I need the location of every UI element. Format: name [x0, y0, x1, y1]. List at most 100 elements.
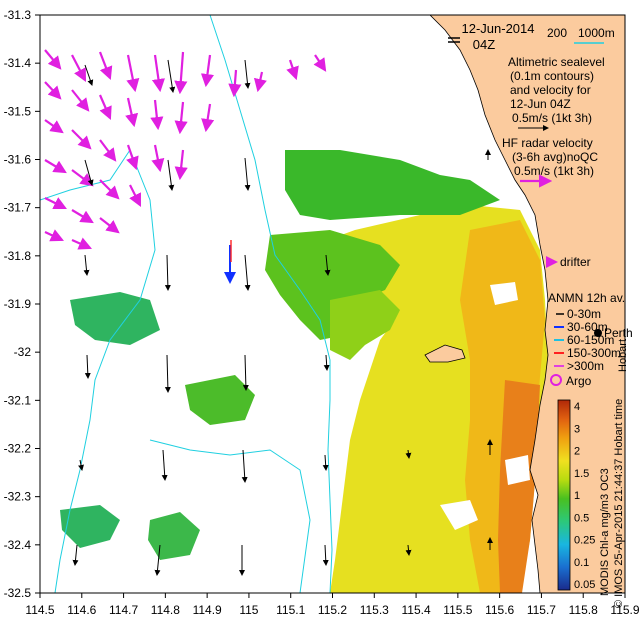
y-tick-label: -31.9 [4, 297, 32, 311]
alt-arrow [323, 354, 330, 371]
date-label: 12-Jun-2014 [462, 21, 535, 36]
x-tick-label: 115 [239, 603, 258, 617]
alt-arrow [244, 254, 251, 291]
bathy-label-200: 200 [547, 26, 567, 40]
hf-legend-line: (3-6h avg)noQC [512, 150, 598, 164]
hf-arrow [44, 229, 64, 242]
hf-arrow [71, 129, 92, 150]
alt-arrow [167, 59, 176, 93]
chlorophyll-field [60, 150, 548, 593]
hf-arrow [201, 103, 215, 133]
hf-arrow [44, 159, 67, 174]
anmn-depth-label: 60-150m [567, 333, 614, 347]
x-tick-label: 115.7 [527, 603, 556, 617]
hf-arrow [174, 51, 188, 95]
hf-legend-line: HF radar velocity [502, 136, 593, 150]
altimetry-legend-line: Altimetric sealevel [508, 55, 605, 69]
credit-text: © IMOS 25-Apr-2015 21:44:37 Hobart time [613, 399, 625, 608]
y-tick-label: -32.1 [4, 393, 32, 407]
colorbar [557, 399, 571, 591]
chl-patch-southwest [60, 505, 120, 548]
alt-arrow [405, 544, 412, 556]
hf-radar-vectors [44, 49, 327, 250]
colorbar-tick-label: 4 [574, 401, 580, 413]
y-tick-label: -31.8 [4, 249, 32, 263]
hf-arrow [125, 97, 139, 128]
alt-arrow [167, 159, 175, 191]
y-tick-label: -32.4 [4, 538, 32, 552]
y-tick-label: -32.2 [4, 442, 32, 456]
city-label-perth: Perth [604, 326, 633, 340]
colorbar-tick-label: 0.05 [574, 579, 595, 591]
alt-arrow [324, 254, 331, 276]
hf-arrow [228, 69, 242, 98]
x-tick-label: 114.5 [25, 603, 54, 617]
y-axis: -31.3 -31.4 -31.5 -31.6 -31.7 -31.8 -31.9 -32 -3… [4, 8, 40, 600]
x-tick-label: 114.7 [109, 603, 138, 617]
hf-arrow [99, 139, 117, 162]
hf-arrow [44, 119, 64, 134]
alt-arrow [164, 354, 171, 393]
hf-arrow [151, 54, 165, 93]
y-tick-label: -32.3 [4, 490, 32, 504]
rottnest-island [424, 344, 466, 363]
alt-arrow [154, 544, 161, 576]
perth-marker [594, 329, 602, 337]
hf-arrow [98, 94, 112, 121]
hobart-label: Hobart [617, 339, 629, 372]
colorbar-tick-label: 0.5 [574, 512, 589, 524]
hf-arrow [71, 89, 90, 112]
chl-patch-south [148, 512, 200, 560]
colorbar-ticks: 4 3 2 1.5 1 0.5 0.25 0.1 0.05 [574, 401, 595, 591]
land-mass [429, 15, 625, 593]
hf-arrow [253, 71, 267, 93]
x-axis: 114.5 114.6 114.7 114.8 114.9 115 115.1 115.2 11… [25, 593, 640, 617]
x-tick-label: 115.6 [485, 603, 514, 617]
hf-arrow [99, 217, 120, 234]
argo-label: Argo [566, 374, 592, 388]
anmn-depth-label: 0-30m [567, 307, 601, 321]
hf-arrow [71, 209, 94, 224]
x-tick-label: 115.8 [569, 603, 598, 617]
hf-legend-line: 0.5m/s (1kt 3h) [514, 164, 594, 178]
altimetry-legend-line: and velocity for [510, 83, 591, 97]
alt-arrow [72, 544, 79, 566]
argo-marker [550, 374, 562, 386]
y-tick-label: -32 [14, 345, 32, 359]
alt-arrow [164, 254, 171, 291]
x-tick-label: 115.2 [318, 603, 347, 617]
x-tick-label: 115.3 [360, 603, 389, 617]
altimetry-legend-line: 0.5m/s (1kt 3h) [512, 111, 592, 125]
alt-arrow [84, 159, 94, 186]
alt-arrow [161, 449, 168, 481]
hf-arrow [126, 54, 140, 93]
chl-white-gap-3 [505, 455, 530, 485]
colorbar-tick-label: 0.25 [574, 535, 595, 547]
alt-arrow [78, 459, 84, 471]
y-tick-label: -31.4 [4, 56, 32, 70]
hf-arrow [71, 54, 87, 82]
chl-white-gap-1 [440, 500, 478, 530]
hf-arrow [71, 237, 93, 250]
chl-offshore-green [265, 230, 400, 340]
altimetry-legend: Altimetric sealevel (0.1m contours) and … [508, 55, 605, 125]
colorbar-tick-label: 2 [574, 446, 580, 458]
anmn-depth-label: 150-300m [567, 346, 621, 360]
hf-arrow [286, 59, 299, 81]
x-tick-label: 114.6 [67, 603, 96, 617]
y-tick-label: -31.5 [4, 104, 32, 118]
alt-arrow [405, 449, 412, 459]
chl-patch-west [70, 292, 160, 345]
time-label: 04Z [473, 37, 495, 52]
y-tick-label: -31.7 [4, 201, 32, 215]
altimetry-legend-line: (0.1m contours) [510, 69, 594, 83]
colorbar-tick-label: 1 [574, 490, 580, 502]
colorbar-tick-label: 1.5 [574, 468, 589, 480]
y-tick-label: -31.6 [4, 153, 32, 167]
hf-arrow [174, 101, 188, 135]
hf-arrow [126, 144, 139, 171]
chl-green-north [285, 150, 500, 220]
altimetry-vectors [72, 59, 493, 576]
chl-white-gap-2 [490, 282, 518, 305]
